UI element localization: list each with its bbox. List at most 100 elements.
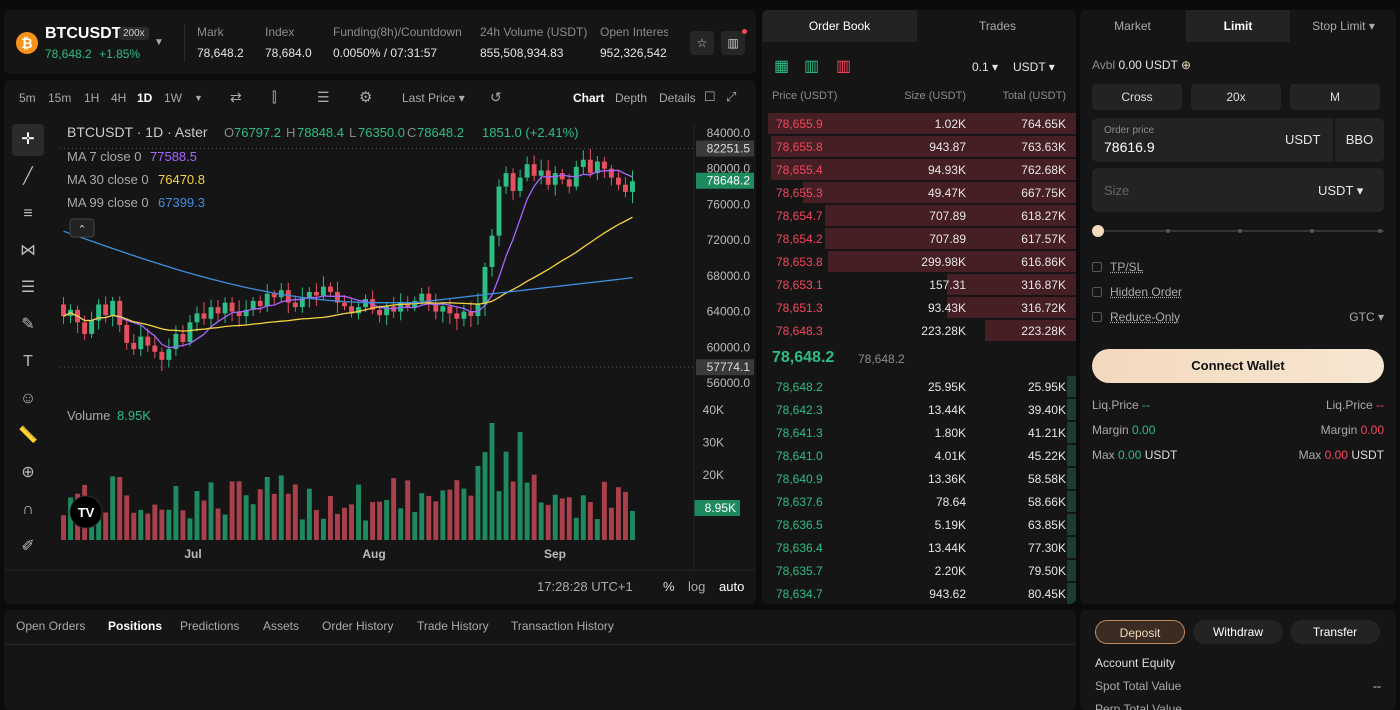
candle-body[interactable] (531, 164, 537, 176)
candle-body[interactable] (489, 235, 495, 267)
transfer-button[interactable]: Transfer (1290, 620, 1380, 644)
interval-4h[interactable]: 4H (111, 91, 127, 105)
size-unit-select[interactable]: USDT ▾ (1318, 183, 1364, 198)
candle-body[interactable] (215, 307, 221, 314)
candle-body[interactable] (538, 170, 544, 176)
text-icon[interactable]: T (23, 353, 33, 370)
layout-bids-icon[interactable]: ▥ (804, 58, 820, 75)
candle-body[interactable] (320, 286, 326, 296)
precision-select[interactable]: 0.1 ▾ (972, 60, 999, 74)
candle-body[interactable] (447, 306, 453, 314)
candle-body[interactable] (299, 298, 305, 308)
candle-body[interactable] (545, 170, 551, 185)
trendline-icon[interactable]: ╱ (23, 168, 33, 185)
magnet-icon[interactable]: ∩ (22, 501, 34, 518)
candle-body[interactable] (608, 168, 614, 178)
candle-body[interactable] (138, 336, 144, 350)
candle-body[interactable] (131, 342, 137, 350)
candle-body[interactable] (222, 302, 228, 314)
price-type-select[interactable]: Last Price ▾ (402, 91, 465, 105)
star-icon[interactable]: ☆ (690, 31, 714, 55)
candle-body[interactable] (159, 351, 165, 360)
candle-type-icon[interactable]: ⫿ (272, 89, 277, 105)
tab-trade-history[interactable]: Trade History (417, 619, 489, 633)
ask-row[interactable]: 78,651.3 93.43K 316.72K (762, 296, 1076, 319)
crosshair-icon[interactable]: ✛ (12, 124, 44, 156)
bid-row[interactable]: 78,634.7 943.62 80.45K (762, 582, 1076, 604)
candle-body[interactable] (433, 304, 439, 312)
candle-body[interactable] (587, 159, 593, 174)
candle-body[interactable] (152, 345, 158, 352)
candle-body[interactable] (236, 311, 242, 317)
chevron-down-icon[interactable]: ▼ (154, 37, 164, 48)
candle-body[interactable] (426, 293, 432, 305)
log-toggle[interactable]: log (688, 579, 705, 594)
candle-body[interactable] (356, 307, 361, 314)
candle-body[interactable] (292, 302, 298, 308)
candle-body[interactable] (377, 309, 383, 316)
candle-body[interactable] (517, 177, 523, 191)
candle-body[interactable] (475, 304, 481, 317)
collapse-legend-button[interactable] (69, 218, 95, 238)
candle-body[interactable] (623, 184, 628, 192)
candle-body[interactable] (468, 311, 474, 317)
candle-body[interactable] (496, 186, 502, 236)
candle-body[interactable] (271, 293, 277, 298)
candle-body[interactable] (110, 300, 116, 316)
tpsl-checkbox[interactable]: TP/SL (1092, 260, 1143, 274)
candle-body[interactable] (180, 333, 186, 342)
size-field[interactable]: Size USDT ▾ (1092, 168, 1384, 212)
candle-body[interactable] (243, 309, 249, 317)
bid-row[interactable]: 78,640.9 13.36K 58.58K (762, 467, 1076, 490)
candle-body[interactable] (384, 306, 390, 316)
interval-1d[interactable]: 1D (137, 91, 153, 105)
compare-icon[interactable]: ⇄ (230, 89, 242, 105)
candle-body[interactable] (615, 177, 621, 185)
candle-body[interactable] (342, 302, 347, 307)
candle-body[interactable] (327, 286, 333, 292)
connect-wallet-button[interactable]: Connect Wallet (1092, 349, 1384, 383)
candle-body[interactable] (173, 333, 179, 350)
candle-body[interactable] (166, 349, 172, 360)
candle-body[interactable] (250, 300, 256, 310)
ask-row[interactable]: 78,648.3 223.28K 223.28K (762, 319, 1076, 342)
bid-row[interactable]: 78,648.2 25.95K 25.95K (762, 375, 1076, 398)
percent-toggle[interactable]: % (663, 579, 675, 594)
tab-market[interactable]: Market (1114, 19, 1151, 33)
tab-positions[interactable]: Positions (108, 619, 163, 633)
tab-predictions[interactable]: Predictions (180, 619, 240, 633)
candle-body[interactable] (349, 306, 354, 314)
asset-mode-button[interactable]: M (1290, 84, 1380, 110)
ruler-icon[interactable]: 📏 (18, 427, 38, 444)
symbol-name[interactable]: BTCUSDT (45, 25, 122, 42)
indicators-icon[interactable]: ☰ (317, 89, 330, 105)
margin-mode-button[interactable]: Cross (1092, 84, 1182, 110)
fib-icon[interactable]: ☰ (20, 279, 36, 296)
candle-body[interactable] (601, 161, 607, 169)
withdraw-button[interactable]: Withdraw (1193, 620, 1283, 644)
size-slider[interactable] (1092, 225, 1384, 237)
slider-knob[interactable] (1092, 225, 1104, 237)
bid-row[interactable]: 78,641.0 4.01K 45.22K (762, 444, 1076, 467)
ask-row[interactable]: 78,655.4 94.93K 762.68K (762, 158, 1076, 181)
candle-body[interactable] (594, 161, 600, 174)
layout-both-icon[interactable]: ▦ (774, 58, 790, 75)
order-price-value[interactable]: 78616.9 (1104, 139, 1155, 155)
candle-body[interactable] (96, 304, 102, 321)
bid-row[interactable]: 78,636.5 5.19K 63.85K (762, 513, 1076, 536)
zoom-in-icon[interactable]: ⊕ (21, 464, 35, 481)
candle-body[interactable] (194, 313, 200, 323)
candle-body[interactable] (264, 293, 270, 307)
ask-row[interactable]: 78,653.8 299.98K 616.86K (762, 250, 1076, 273)
candle-body[interactable] (503, 173, 509, 187)
bid-row[interactable]: 78,635.7 2.20K 79.50K (762, 559, 1076, 582)
bbo-button[interactable]: BBO (1333, 118, 1384, 162)
bid-row[interactable]: 78,641.3 1.80K 41.21K (762, 421, 1076, 444)
candle-body[interactable] (419, 293, 425, 301)
ask-row[interactable]: 78,655.9 1.02K 764.65K (762, 112, 1076, 135)
candle-body[interactable] (482, 266, 488, 305)
layout-asks-icon[interactable]: ▥ (836, 58, 852, 75)
add-circle-icon[interactable]: ⊕ (1180, 58, 1192, 72)
candle-body[interactable] (454, 313, 460, 319)
settings-gear-icon[interactable]: ⚙ (359, 89, 373, 106)
